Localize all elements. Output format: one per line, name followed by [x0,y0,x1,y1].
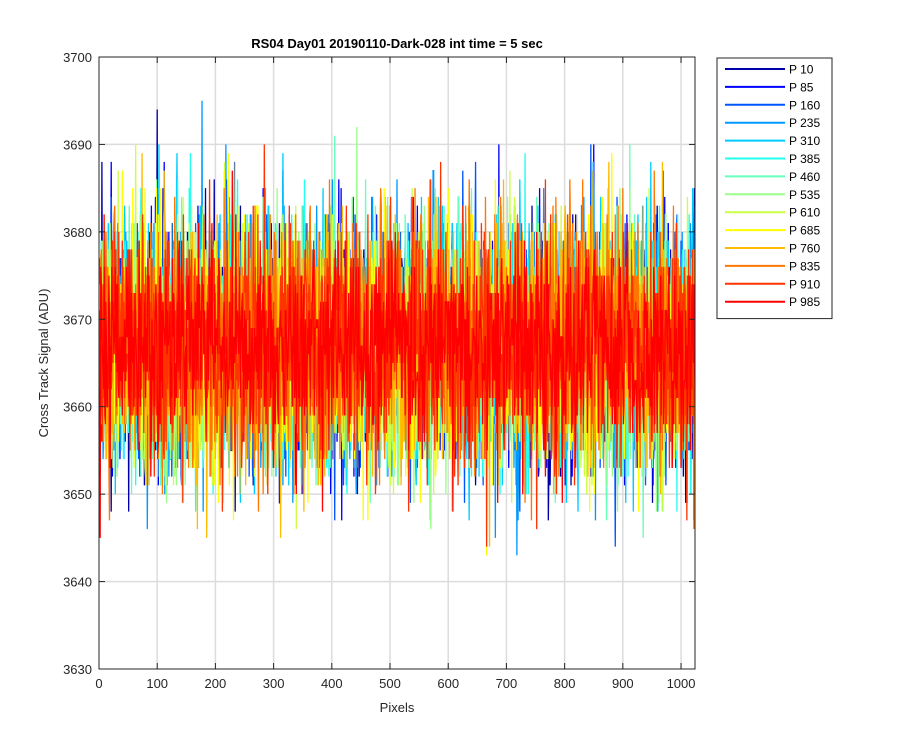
legend-label: P 910 [789,277,820,291]
x-tick-label: 200 [205,676,227,691]
y-tick-label: 3690 [63,137,92,152]
series-layer [99,100,695,556]
x-axis-label: Pixels [380,700,415,715]
axis-ticks: 0 100 200 300 400 500 600 700 800 900 1000 3630 3640… [63,50,695,691]
legend-label: P 160 [789,98,820,112]
x-tick-label: 800 [554,676,576,691]
chart-title: RS04 Day01 20190110-Dark-028 int time = … [251,36,543,51]
axes-box [98,56,696,670]
legend-label: P 535 [789,188,820,202]
legend-label: P 310 [789,134,820,148]
y-tick-label: 3670 [63,312,92,327]
y-tick-label: 3630 [63,662,92,677]
x-tick-label: 500 [379,676,401,691]
x-tick-label: 700 [496,676,518,691]
y-tick-label: 3660 [63,400,92,415]
legend-box [716,57,833,320]
x-tick-label: 400 [321,676,343,691]
legend-label: P 985 [789,295,820,309]
y-tick-label: 3640 [63,575,92,590]
x-tick-label: 100 [146,676,168,691]
legend-label: P 10 [789,63,814,77]
legend-label: P 685 [789,224,820,238]
y-axis-label: Cross Track Signal (ADU) [36,289,51,438]
y-tick-label: 3650 [63,487,92,502]
legend: P 10 P 85 P 160 P 235 P 310 P 385 P 460 P 535 P … [716,57,833,320]
x-tick-label: 300 [263,676,285,691]
series-line [99,170,695,538]
x-tick-label: 1000 [667,676,696,691]
legend-label: P 760 [789,242,820,256]
legend-label: P 85 [789,80,814,94]
x-tick-label: 0 [95,676,102,691]
y-tick-label: 3680 [63,225,92,240]
legend-label: P 610 [789,206,820,220]
y-tick-label: 3700 [63,50,92,65]
legend-label: P 235 [789,116,820,130]
x-tick-label: 900 [612,676,634,691]
x-tick-label: 600 [437,676,459,691]
legend-label: P 835 [789,259,820,273]
legend-label: P 460 [789,170,820,184]
legend-label: P 385 [789,152,820,166]
